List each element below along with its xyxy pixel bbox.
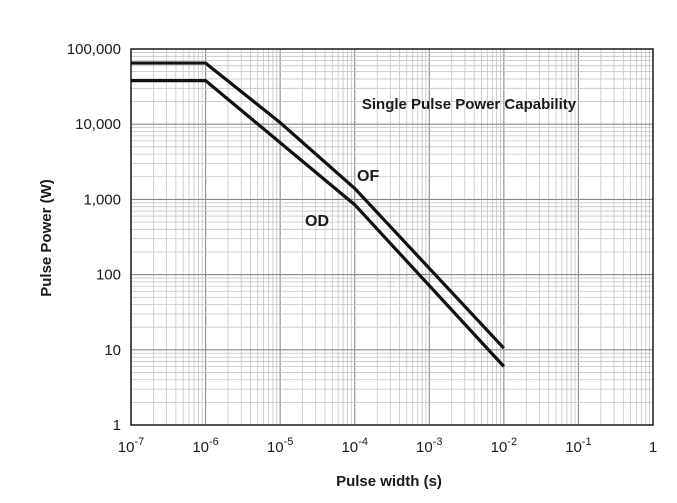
x-tick-label: 10-6 [192,436,218,456]
x-tick-label: 1 [649,439,657,456]
y-axis-title: Pulse Power (W) [38,179,55,297]
y-tick-label: 100 [96,267,121,284]
series-label-od: OD [305,213,329,230]
y-tick-label: 1 [113,417,121,434]
x-axis-title: Pulse width (s) [336,473,442,490]
x-tick-label: 10-5 [267,436,293,456]
x-tick-label: 10-4 [341,436,367,456]
chart-title: Single Pulse Power Capability [362,96,577,113]
x-tick-label: 10-3 [416,436,442,456]
y-tick-label: 100,000 [67,41,121,58]
y-tick-labels: 100,000 10,000 1,000 100 10 1 [67,41,121,434]
x-tick-label: 10-7 [118,436,144,456]
series-line-of [131,61,506,350]
x-tick-label: 10-1 [565,436,591,456]
series-lines [131,61,506,368]
y-tick-label: 10 [104,342,121,359]
y-tick-label: 10,000 [75,116,121,133]
series-label-of: OF [357,168,379,185]
y-tick-label: 1,000 [83,191,121,208]
x-tick-labels: 10-7 10-6 10-5 10-4 10-3 10-2 10-1 1 [118,436,657,456]
series-line-od [131,78,506,368]
x-tick-label: 10-2 [491,436,517,456]
plot-frame [130,48,654,426]
